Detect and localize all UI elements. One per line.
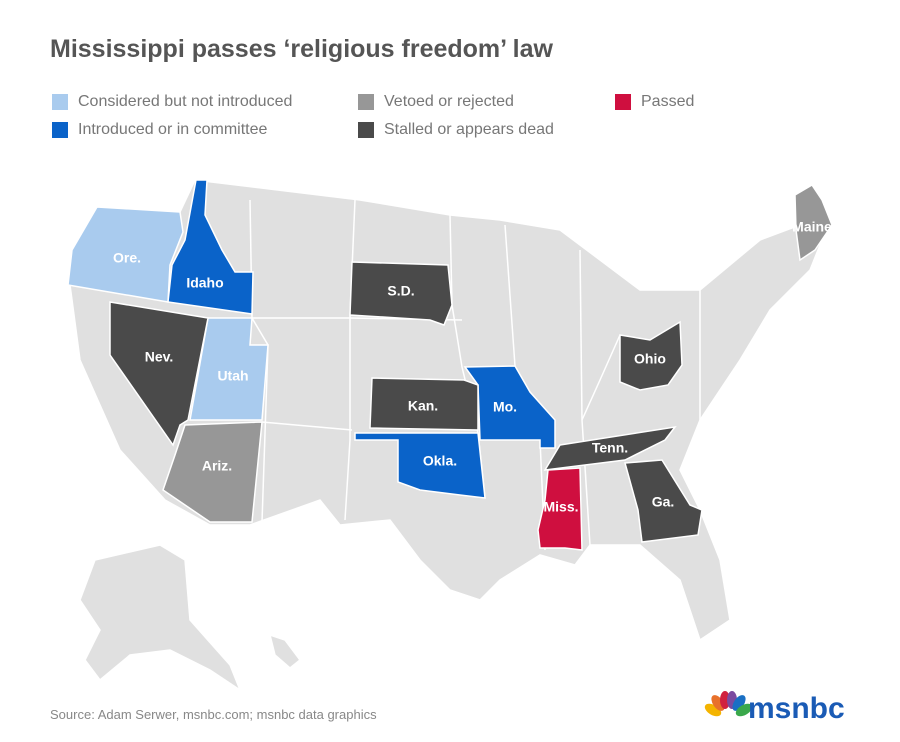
legend-label: Introduced or in committee xyxy=(78,121,268,138)
state-shape xyxy=(354,432,486,499)
state-shape xyxy=(543,425,677,471)
state-shape xyxy=(619,320,683,391)
legend-label: Considered but not introduced xyxy=(78,93,292,110)
state: Ore. xyxy=(67,206,184,303)
state-shape xyxy=(463,365,556,449)
state: Miss. xyxy=(537,467,583,551)
state-label: S.D. xyxy=(387,283,414,299)
hawaii xyxy=(268,633,302,669)
state: Ga. xyxy=(624,459,703,543)
state-shape xyxy=(537,467,583,551)
logo: msnbc xyxy=(704,691,845,725)
state-label: Ariz. xyxy=(202,458,232,474)
title: Mississippi passes ‘religious freedom’ l… xyxy=(50,35,554,63)
state-label: Utah xyxy=(217,368,248,384)
state-label: Ga. xyxy=(652,494,675,510)
alaska xyxy=(79,544,242,692)
state-label: Okla. xyxy=(423,453,457,469)
state: Okla. xyxy=(354,432,486,499)
state-label: Idaho xyxy=(186,275,223,291)
legend-swatch xyxy=(52,94,68,110)
state-label: Mo. xyxy=(493,399,517,415)
logo-icon xyxy=(704,691,753,717)
legend-swatch xyxy=(615,94,631,110)
state-label: Maine xyxy=(792,219,832,235)
state-shape xyxy=(67,206,184,303)
state-label: Kan. xyxy=(408,398,438,414)
legend-swatch xyxy=(358,122,374,138)
legend-label: Passed xyxy=(641,93,694,110)
state: Kan. xyxy=(369,377,479,431)
state: Mo. xyxy=(463,365,556,449)
state-shape xyxy=(624,459,703,543)
state: S.D. xyxy=(349,261,453,326)
state-shape xyxy=(109,301,209,447)
state-label: Tenn. xyxy=(592,440,628,456)
state-shape xyxy=(349,261,453,326)
state: Tenn. xyxy=(543,425,677,471)
state-shape xyxy=(794,183,833,262)
state-label: Ore. xyxy=(113,250,141,266)
state: Utah xyxy=(189,317,269,421)
legend: Considered but not introduced Introduced … xyxy=(52,93,694,138)
state-shape xyxy=(189,317,269,421)
state: Idaho xyxy=(167,179,254,315)
source: Source: Adam Serwer, msnbc.com; msnbc da… xyxy=(50,707,377,722)
state-label: Ohio xyxy=(634,351,666,367)
legend-swatch xyxy=(358,94,374,110)
legend-swatch xyxy=(52,122,68,138)
state-shape xyxy=(369,377,479,431)
state-label: Nev. xyxy=(145,349,174,365)
state-shape xyxy=(167,179,254,315)
state: Nev. xyxy=(109,301,209,447)
legend-label: Stalled or appears dead xyxy=(384,121,554,138)
state-label: Miss. xyxy=(543,499,578,515)
legend-label: Vetoed or rejected xyxy=(384,93,514,110)
state: Maine xyxy=(792,183,833,262)
state: Ariz. xyxy=(162,421,263,523)
state-shape xyxy=(162,421,263,523)
logo-text: msnbc xyxy=(748,692,845,725)
state: Ohio xyxy=(619,320,683,391)
